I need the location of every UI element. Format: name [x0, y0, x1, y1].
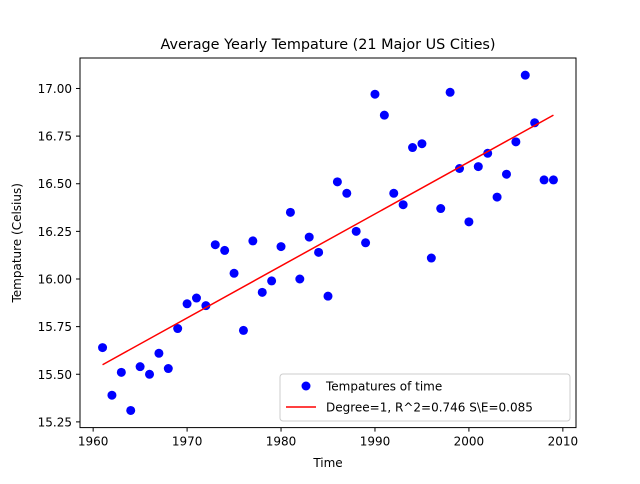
data-point [276, 242, 286, 252]
y-tick-label: 16.50 [38, 177, 72, 191]
data-point [191, 293, 201, 303]
x-axis-label: Time [312, 456, 342, 470]
fit-line [102, 114, 554, 366]
y-tick-label: 17.00 [38, 82, 72, 96]
data-point [398, 200, 408, 210]
x-tick-label: 1970 [172, 435, 203, 449]
data-point [229, 268, 239, 278]
data-point [154, 348, 164, 358]
data-point [295, 274, 305, 284]
data-point [163, 364, 173, 374]
data-point [379, 110, 389, 120]
data-point [126, 405, 136, 415]
data-point [304, 232, 314, 242]
data-point [332, 177, 342, 187]
data-point [370, 89, 380, 99]
y-tick-label: 15.75 [38, 320, 72, 334]
y-axis-label: Tempature (Celsius) [10, 183, 24, 303]
data-point [323, 291, 333, 301]
data-point [342, 188, 352, 198]
data-point [548, 175, 558, 185]
y-tick-label: 16.25 [38, 225, 72, 239]
data-point [426, 253, 436, 263]
data-point [520, 70, 530, 80]
legend-marker-scatter [301, 381, 311, 391]
data-point [539, 175, 549, 185]
data-point [351, 226, 361, 236]
axes-frame [79, 57, 577, 429]
data-point [135, 362, 145, 372]
data-point [107, 390, 117, 400]
data-point [257, 287, 267, 297]
data-point [436, 204, 446, 214]
y-tick-label: 16.00 [38, 272, 72, 286]
legend: Tempatures of time Degree=1, R^2=0.746 S… [279, 373, 571, 422]
data-point [511, 137, 521, 147]
data-point [389, 188, 399, 198]
data-point [417, 139, 427, 149]
x-tick-label: 1990 [360, 435, 391, 449]
y-tick-label: 15.50 [38, 368, 72, 382]
data-point [201, 301, 211, 311]
data-point [501, 169, 511, 179]
data-point [98, 343, 108, 353]
data-point [145, 369, 155, 379]
data-point [248, 236, 258, 246]
data-point [210, 240, 220, 250]
y-axis: 15.25 15.50 15.75 16.00 16.25 16.50 16.75 17.00 [38, 82, 80, 429]
legend-box [279, 373, 571, 422]
data-point [314, 247, 324, 257]
x-tick-label: 1960 [78, 435, 109, 449]
data-point [173, 324, 183, 334]
data-point [285, 207, 295, 217]
data-point [116, 367, 126, 377]
x-tick-label: 1980 [266, 435, 297, 449]
plot-area [98, 70, 558, 415]
data-point [473, 162, 483, 172]
y-tick-label: 15.25 [38, 415, 72, 429]
data-point [267, 276, 277, 286]
data-point [361, 238, 371, 248]
legend-label-scatter: Tempatures of time [325, 380, 442, 394]
data-point [220, 245, 230, 255]
data-point [408, 143, 418, 153]
x-tick-label: 2010 [548, 435, 579, 449]
data-point [464, 217, 474, 227]
data-point [238, 325, 248, 335]
y-tick-label: 16.75 [38, 130, 72, 144]
legend-label-line: Degree=1, R^2=0.746 S\E=0.085 [326, 401, 533, 415]
x-tick-label: 2000 [454, 435, 485, 449]
data-point [492, 192, 502, 202]
chart-title: Average Yearly Tempature (21 Major US Ci… [160, 37, 495, 53]
data-point [445, 87, 455, 97]
x-axis: 1960 1970 1980 1990 2000 2010 [78, 427, 579, 449]
data-point [182, 299, 192, 309]
